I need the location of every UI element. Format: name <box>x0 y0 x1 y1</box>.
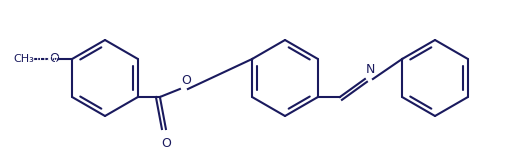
Text: O: O <box>22 53 32 66</box>
Text: N: N <box>365 63 375 76</box>
Text: O: O <box>181 74 190 87</box>
Text: O: O <box>49 53 59 66</box>
Text: methoxy: methoxy <box>10 54 59 64</box>
Text: O: O <box>161 137 171 150</box>
Text: CH₃: CH₃ <box>13 54 34 64</box>
